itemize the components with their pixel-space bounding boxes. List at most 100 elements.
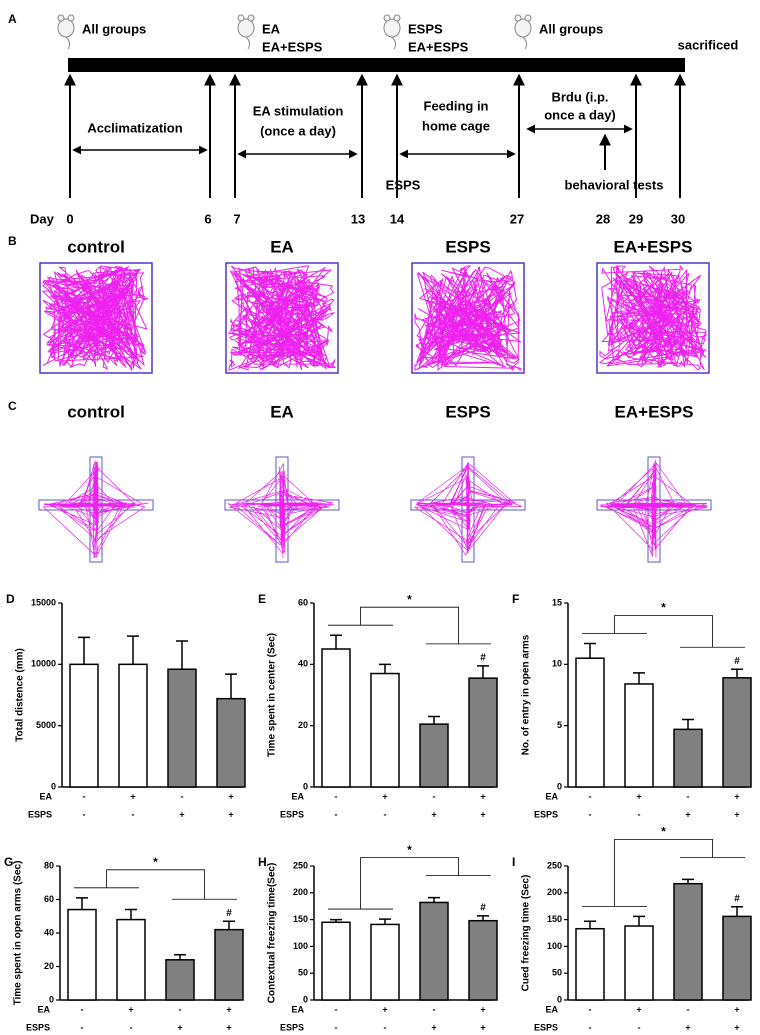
significance-label: *: [661, 825, 666, 839]
factor-name: EA: [291, 791, 304, 801]
phase-label: home cage: [422, 118, 490, 133]
mouse-ear: [383, 14, 391, 22]
factor-name: ESPS: [26, 1022, 50, 1032]
error-bar: [584, 642, 596, 659]
factor-level: -: [638, 809, 641, 819]
factor-level: +: [431, 809, 436, 819]
y-tick-label: 15: [552, 597, 562, 607]
significance-label: *: [153, 855, 158, 869]
factor-level: -: [384, 1022, 387, 1032]
factor-level: +: [480, 1004, 485, 1014]
panel-label: A: [8, 12, 17, 26]
group-label: EA: [270, 237, 294, 256]
factor-level: +: [685, 809, 690, 819]
group-label: ESPS: [445, 237, 490, 256]
y-tick-label: 50: [298, 968, 308, 978]
group-label: EA+ESPS: [614, 237, 693, 256]
mouse-ear: [393, 14, 401, 22]
y-tick-label: 40: [44, 927, 54, 937]
factor-level: +: [636, 1004, 641, 1014]
significance-bracket: [328, 606, 491, 645]
y-tick-label: 15000: [31, 597, 56, 607]
mouse-ear: [67, 14, 75, 22]
bar: [468, 677, 498, 788]
significance-bracket: [328, 857, 491, 910]
factor-level: -: [335, 1022, 338, 1032]
factor-level: -: [687, 791, 690, 801]
factor-level: -: [179, 1004, 182, 1014]
factor-level: +: [128, 1004, 133, 1014]
y-tick-label: 5000: [36, 720, 56, 730]
y-tick-label: 250: [547, 860, 562, 870]
factor-name: ESPS: [28, 809, 52, 819]
phase-label: Acclimatization: [87, 120, 182, 135]
bar: [69, 663, 99, 788]
error-bar: [731, 668, 743, 678]
factor-level: -: [83, 791, 86, 801]
y-tick-label: 250: [293, 860, 308, 870]
factor-level: +: [734, 1004, 739, 1014]
day-number: 7: [233, 211, 240, 226]
bar: [214, 928, 244, 1001]
phase-label: Feeding in: [424, 98, 489, 113]
day-number: 28: [596, 211, 610, 226]
group-label: EA: [262, 21, 281, 36]
factor-name: ESPS: [534, 1022, 558, 1032]
group-label: ESPS: [445, 402, 490, 421]
error-bar: [225, 673, 237, 699]
panel-label: I: [512, 855, 515, 869]
trajectory: [228, 265, 337, 371]
trajectory: [42, 460, 149, 558]
mouse-tail: [391, 36, 397, 50]
y-tick-label: 80: [44, 860, 54, 870]
factor-level: -: [589, 791, 592, 801]
y-tick-label: 10: [552, 659, 562, 669]
factor-level: +: [480, 791, 485, 801]
panel-label: G: [4, 855, 13, 869]
y-tick-label: 0: [303, 994, 308, 1004]
y-axis-label: Total distence (mm): [15, 648, 26, 742]
error-bar: [330, 634, 342, 649]
day-number: 30: [671, 211, 685, 226]
factor-name: EA: [37, 1004, 50, 1014]
factor-level: -: [638, 1022, 641, 1032]
significance-bracket: [74, 869, 237, 900]
factor-level: +: [382, 791, 387, 801]
y-axis-label: Time spent in center (Sec): [267, 633, 278, 757]
trajectory: [598, 264, 707, 371]
bar: [419, 901, 449, 1001]
mouse-body: [57, 18, 75, 38]
factor-level: -: [83, 809, 86, 819]
bar: [722, 915, 752, 1001]
y-tick-label: 0: [51, 781, 56, 791]
factor-level: +: [228, 791, 233, 801]
mouse-tail: [522, 36, 528, 50]
event-label: sacrificed: [678, 37, 739, 52]
factor-level: -: [335, 791, 338, 801]
significance-label: *: [407, 592, 412, 606]
factor-level: +: [480, 1022, 485, 1032]
y-axis-label: Contextual freezing time(Sec): [267, 863, 278, 1004]
event-label: behavioral tests: [565, 177, 664, 192]
marker-label: #: [480, 653, 486, 664]
y-tick-label: 100: [293, 941, 308, 951]
trajectory: [414, 265, 522, 372]
y-tick-label: 20: [44, 961, 54, 971]
factor-name: EA: [545, 791, 558, 801]
marker-label: #: [734, 893, 740, 904]
factor-level: +: [228, 809, 233, 819]
error-bar: [76, 897, 88, 910]
factor-level: +: [130, 791, 135, 801]
group-label: All groups: [82, 21, 146, 36]
phase-label: EA stimulation: [253, 103, 344, 118]
factor-level: -: [81, 1004, 84, 1014]
panel-label: F: [512, 592, 519, 606]
significance-label: *: [661, 601, 666, 615]
y-axis-label: Cued freezing time (Sec): [521, 875, 532, 992]
error-bar: [174, 954, 186, 960]
error-bar: [78, 636, 90, 665]
bar: [216, 697, 246, 788]
error-bar: [330, 918, 342, 923]
panel-label: E: [258, 592, 266, 606]
